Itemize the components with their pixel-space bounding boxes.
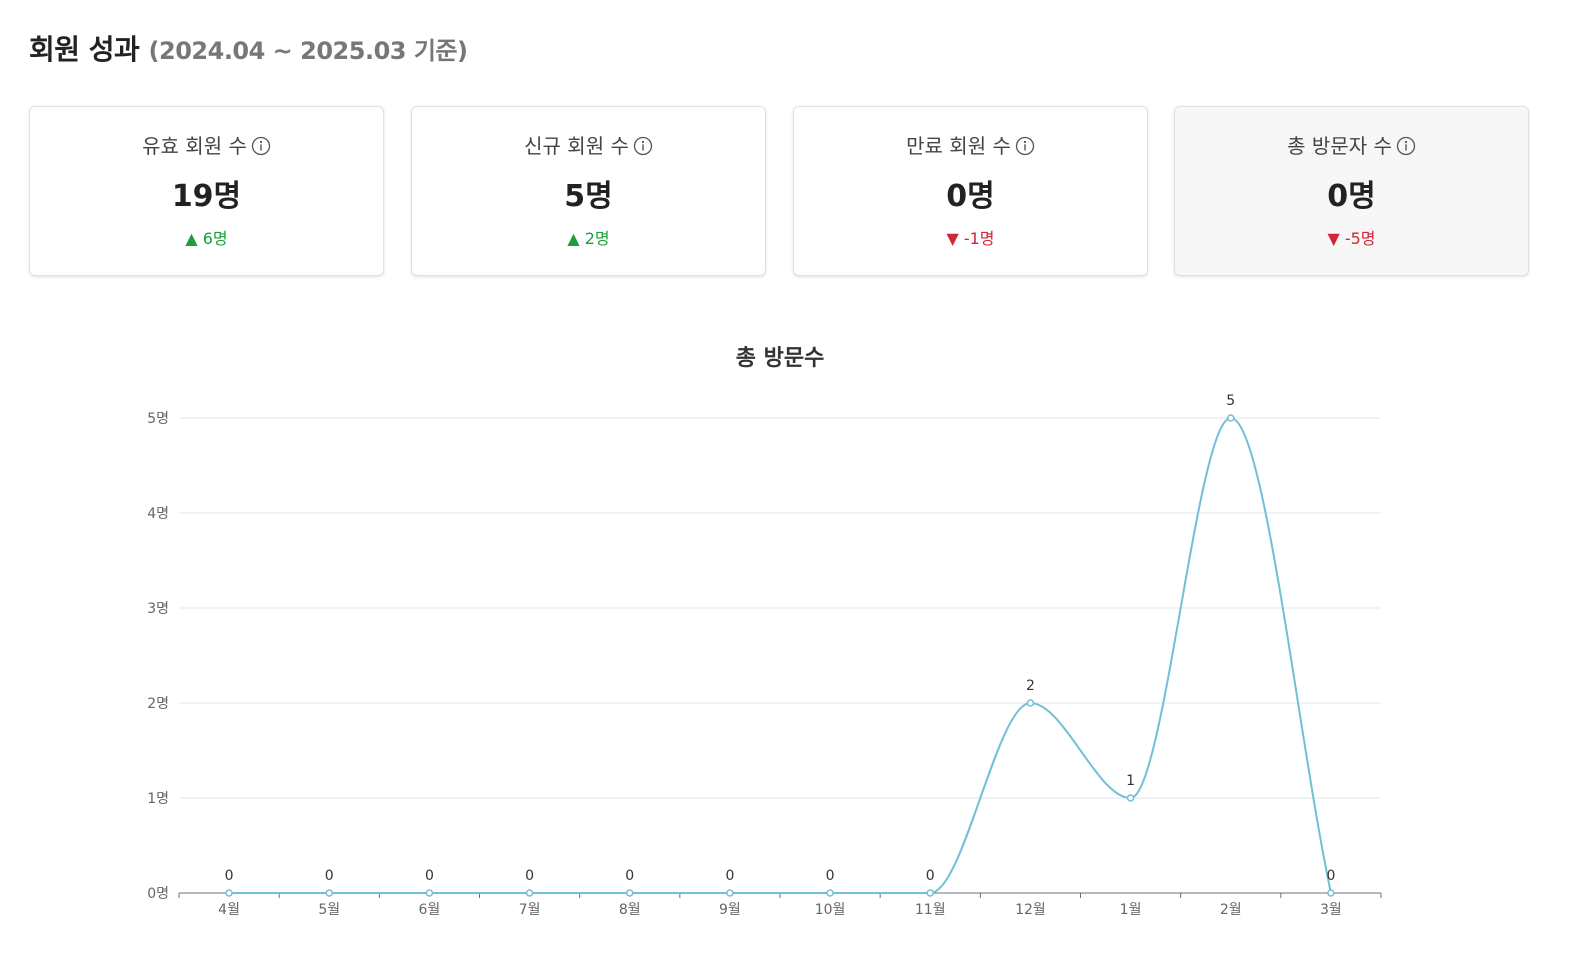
data-label: 0 bbox=[525, 868, 534, 884]
card-change: ▼ -5명 bbox=[1327, 229, 1376, 248]
info-icon[interactable] bbox=[633, 136, 653, 162]
x-tick-label: 10월 bbox=[815, 902, 846, 918]
data-point bbox=[325, 889, 333, 897]
x-tick-label: 3월 bbox=[1320, 902, 1342, 918]
card-value: 0명 bbox=[1327, 179, 1376, 214]
card-label-text: 총 방문자 수 bbox=[1287, 134, 1392, 158]
y-tick-label: 4명 bbox=[147, 506, 169, 522]
data-point bbox=[1327, 889, 1335, 897]
data-point bbox=[626, 889, 634, 897]
card-value: 5명 bbox=[564, 179, 613, 214]
data-label: 5 bbox=[1226, 393, 1235, 409]
y-tick-label: 5명 bbox=[147, 411, 169, 427]
y-tick-label: 2명 bbox=[147, 696, 169, 712]
info-icon[interactable] bbox=[1015, 136, 1035, 162]
x-tick-label: 1월 bbox=[1120, 902, 1142, 918]
page-title-text: 회원 성과 bbox=[29, 33, 140, 66]
y-tick-label: 0명 bbox=[147, 886, 169, 902]
data-point bbox=[1227, 414, 1235, 422]
card-total-visitors[interactable]: 총 방문자 수 0명 ▼ -5명 bbox=[1174, 106, 1529, 276]
card-value: 0명 bbox=[946, 179, 995, 214]
data-point bbox=[1126, 794, 1135, 802]
x-tick-label: 9월 bbox=[719, 902, 741, 918]
period-label: (2024.04 ~ 2025.03 기준) bbox=[148, 37, 468, 65]
card-label-text: 만료 회원 수 bbox=[906, 134, 1011, 158]
data-point bbox=[225, 889, 233, 897]
data-label: 0 bbox=[1326, 868, 1335, 884]
data-point bbox=[726, 889, 734, 897]
card-new-members: 신규 회원 수 5명 ▲ 2명 bbox=[411, 106, 766, 276]
data-label: 0 bbox=[826, 868, 835, 884]
data-point bbox=[425, 889, 434, 897]
x-tick-label: 11월 bbox=[915, 902, 946, 918]
x-tick-label: 7월 bbox=[519, 902, 541, 918]
data-label: 0 bbox=[425, 868, 434, 884]
x-tick-label: 12월 bbox=[1015, 902, 1046, 918]
x-tick-label: 5월 bbox=[318, 902, 340, 918]
info-icon[interactable] bbox=[251, 136, 271, 162]
x-tick-label: 4월 bbox=[218, 902, 240, 918]
series-line bbox=[229, 416, 1332, 894]
data-label: 0 bbox=[225, 868, 234, 884]
x-tick-label: 2월 bbox=[1220, 902, 1242, 918]
card-label: 만료 회원 수 bbox=[794, 133, 1147, 159]
x-tick-label: 8월 bbox=[619, 902, 641, 918]
page-title: 회원 성과 (2024.04 ~ 2025.03 기준) bbox=[29, 28, 468, 68]
card-label-text: 유효 회원 수 bbox=[142, 134, 247, 158]
card-label: 신규 회원 수 bbox=[412, 133, 765, 159]
y-tick-label: 1명 bbox=[147, 791, 169, 807]
y-tick-label: 3명 bbox=[147, 601, 169, 617]
data-point bbox=[525, 889, 534, 897]
x-tick-label: 6월 bbox=[419, 902, 441, 918]
card-label: 유효 회원 수 bbox=[30, 133, 383, 159]
kpi-cards: 유효 회원 수 19명 ▲ 6명 신규 회원 수 5명 ▲ 2명 만료 회원 수… bbox=[29, 106, 1560, 278]
data-label: 0 bbox=[325, 868, 334, 884]
data-point bbox=[926, 889, 934, 897]
data-label: 2 bbox=[1026, 678, 1035, 694]
card-expired-members: 만료 회원 수 0명 ▼ -1명 bbox=[793, 106, 1148, 276]
card-change: ▲ 2명 bbox=[567, 229, 610, 248]
data-label: 0 bbox=[926, 868, 935, 884]
data-label: 1 bbox=[1126, 773, 1135, 789]
data-point bbox=[1026, 699, 1035, 707]
card-label: 총 방문자 수 bbox=[1175, 133, 1528, 159]
card-value: 19명 bbox=[171, 179, 242, 214]
info-icon[interactable] bbox=[1396, 136, 1416, 162]
card-change: ▲ 6명 bbox=[185, 229, 228, 248]
card-active-members: 유효 회원 수 19명 ▲ 6명 bbox=[29, 106, 384, 276]
data-label: 0 bbox=[625, 868, 634, 884]
card-label-text: 신규 회원 수 bbox=[524, 134, 629, 158]
data-label: 0 bbox=[725, 868, 734, 884]
data-point bbox=[826, 889, 834, 897]
card-change: ▼ -1명 bbox=[946, 229, 995, 248]
chart-title: 총 방문수 bbox=[735, 346, 825, 371]
